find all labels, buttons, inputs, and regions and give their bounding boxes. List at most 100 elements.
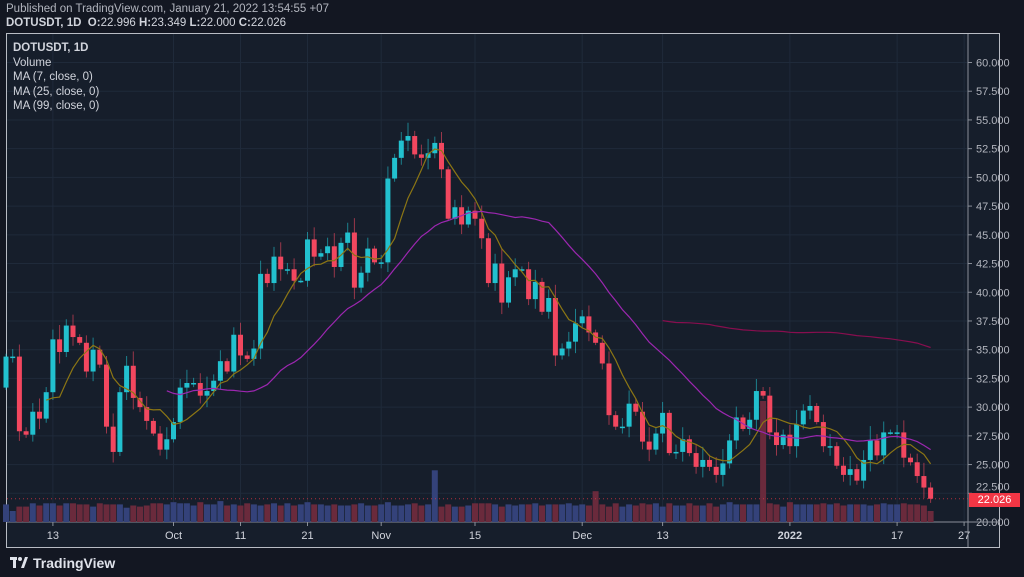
volume-bar [29, 503, 36, 522]
volume-bar [371, 505, 378, 522]
y-tick-label: 32.500 [976, 373, 1010, 385]
volume-bar [170, 502, 177, 522]
candle-body [539, 281, 545, 312]
candle-body [613, 415, 619, 427]
legend-ma25[interactable]: MA (25, close, 0) [13, 85, 100, 98]
candle-body [137, 397, 143, 408]
volume-bar [250, 504, 257, 522]
volume-bar [840, 505, 847, 522]
volume-bar [894, 504, 901, 522]
volume-bar [96, 503, 103, 522]
chart-legend: DOTUSDT, 1D Volume MA (7, close, 0) MA (… [13, 41, 99, 114]
candle-body [861, 459, 867, 481]
volume-bar [880, 503, 887, 522]
candle-body [841, 465, 846, 475]
volume-bar [746, 504, 753, 522]
candle-body [566, 341, 572, 349]
candle-body [358, 272, 364, 288]
candle-body [157, 433, 163, 450]
volume-bar [137, 506, 143, 522]
volume-bar [706, 503, 713, 522]
tradingview-logo[interactable]: TradingView [10, 555, 115, 571]
candle-body [43, 392, 49, 419]
candle-body [10, 356, 16, 359]
volume-bar [833, 503, 840, 522]
low-label: L: [189, 17, 201, 29]
volume-bar [43, 503, 50, 522]
candle-body [887, 432, 893, 434]
volume-bar [384, 502, 391, 522]
volume-bar [324, 505, 331, 522]
volume-bar [204, 504, 210, 522]
legend-ma99[interactable]: MA (99, close, 0) [13, 100, 100, 112]
ma7-line [45, 148, 932, 465]
volume-bar [485, 503, 492, 522]
y-tick-label: 22.500 [976, 482, 1010, 494]
volume-bar [338, 505, 344, 522]
x-tick-label: 21 [301, 530, 313, 542]
x-tick-label: Nov [371, 530, 391, 542]
close-value: 22.026 [250, 17, 287, 29]
candle-body [77, 337, 83, 343]
volume-bar [874, 504, 880, 522]
candle-body [104, 364, 109, 427]
candle-body [217, 361, 223, 381]
candle-body [599, 342, 605, 364]
candle-body [680, 439, 686, 452]
candle-body [794, 424, 800, 447]
volume-bar [438, 506, 445, 522]
candle-body [506, 277, 511, 303]
volume-bar [244, 503, 251, 522]
candle-body [184, 383, 190, 388]
volume-bar [83, 504, 90, 522]
volume-bar [579, 504, 586, 522]
candle-body [445, 169, 451, 219]
y-tick-label: 45.000 [976, 230, 1010, 242]
candle-body [606, 363, 612, 416]
candle-body [747, 419, 753, 429]
candle-body [130, 365, 136, 398]
candle-body [874, 440, 880, 456]
candle-body [834, 446, 840, 466]
volume-bar [552, 504, 559, 522]
volume-bar [666, 503, 673, 522]
candle-body [814, 405, 820, 423]
candle-body [398, 140, 404, 158]
candle-body [197, 383, 203, 396]
candle-body [144, 407, 150, 421]
volume-bar [405, 504, 411, 522]
candle-body [767, 395, 773, 433]
candle-body [244, 355, 250, 359]
volume-bar [572, 505, 579, 522]
candle-body [499, 263, 505, 303]
candle-body [264, 273, 270, 284]
candle-body [271, 256, 277, 284]
volume-bar [418, 505, 425, 522]
candle-body [392, 157, 398, 179]
volume-bar [565, 503, 572, 522]
volume-bar [190, 505, 197, 522]
candle-body [573, 323, 578, 342]
open-value: 22.996 [100, 17, 136, 29]
candle-body [465, 210, 471, 225]
volume-bar [351, 504, 358, 522]
candle-body [204, 391, 210, 396]
volume-bar [304, 502, 311, 522]
volume-bar [545, 504, 552, 522]
volume-bar [197, 502, 204, 522]
volume-bar [257, 505, 264, 522]
volume-bar [907, 504, 914, 522]
volume-bar [793, 504, 800, 522]
candle-body [70, 325, 76, 338]
volume-bar [217, 501, 224, 522]
candle-body [760, 391, 766, 396]
volume-bar [3, 504, 9, 522]
legend-ma7[interactable]: MA (7, close, 0) [13, 71, 93, 83]
volume-bar [820, 503, 827, 522]
candle-body [847, 469, 853, 475]
legend-volume[interactable]: Volume [13, 56, 52, 69]
volume-bar [786, 502, 793, 522]
ma25-line [166, 210, 931, 451]
volume-bar [659, 506, 666, 522]
